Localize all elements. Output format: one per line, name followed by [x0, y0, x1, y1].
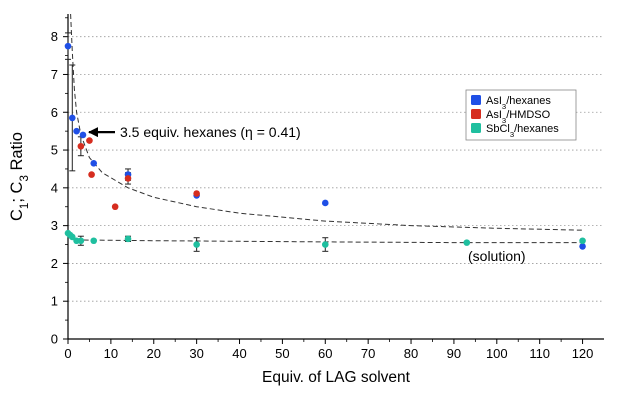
error-bars: [65, 32, 329, 252]
series-2-point: [90, 237, 98, 245]
y-tick-label: 5: [51, 143, 58, 158]
x-tick-label: 70: [361, 346, 375, 361]
x-tick-label: 110: [529, 346, 550, 361]
x-tick-label: 0: [64, 346, 71, 361]
series-0-point: [579, 243, 586, 250]
series-0-point: [73, 127, 80, 135]
annotations: 3.5 equiv. hexanes (η = 0.41) (solution): [88, 124, 526, 264]
x-tick-label: 20: [147, 346, 161, 361]
y-tick-label: 6: [51, 105, 58, 120]
x-tick-label: 120: [572, 346, 594, 361]
series-1-point: [124, 175, 132, 182]
series-0-point: [321, 199, 329, 207]
series-2-point: [124, 235, 132, 243]
x-tick-label: 40: [232, 346, 246, 361]
y-tick-label: 7: [51, 67, 58, 82]
x-tick-label: 90: [447, 346, 461, 361]
series-0-point: [90, 159, 98, 167]
y-tick-label: 3: [51, 218, 58, 233]
y-tick-label: 2: [51, 256, 58, 271]
series-1-point: [77, 142, 85, 150]
legend-box: [465, 89, 577, 141]
series-2-point: [463, 239, 471, 246]
series-0-point: [79, 131, 87, 139]
axes: 0 10 20 30 40 50 60 70 80 90 100 110 120 0 1 2 3 4 5 6 7 8: [51, 14, 604, 361]
legend-label: AsI3/hexanes: [486, 95, 551, 111]
legend-label: SbCl3/hexanes: [486, 123, 559, 139]
y-tick-label: 0: [51, 332, 58, 347]
series-2-point: [68, 233, 76, 241]
series-1-point: [193, 190, 200, 197]
x-tick-label: 80: [404, 346, 418, 361]
axis-labels: Equiv. of LAG solvent C1; C3 Ratio: [8, 132, 411, 386]
annotation-label: 3.5 equiv. hexanes (η = 0.41): [120, 124, 301, 140]
series-2-point: [77, 237, 85, 245]
legend-swatch: [471, 95, 481, 105]
legend-label: AsI3/HMDSO: [486, 109, 551, 125]
legend-swatch: [471, 109, 481, 119]
series-2-point: [193, 241, 200, 248]
y-axis-label: C1; C3 Ratio: [8, 132, 31, 221]
x-tick-label: 50: [275, 346, 289, 361]
series-0-point: [64, 42, 72, 50]
series-0-point: [68, 114, 76, 122]
x-tick-label: 10: [104, 346, 118, 361]
legend-swatch: [471, 123, 481, 133]
grid: [68, 36, 604, 302]
fit-curve: [70, 13, 583, 231]
series-2-point: [321, 241, 329, 248]
x-tick-label: 100: [486, 346, 508, 361]
annotation-label: (solution): [468, 248, 526, 264]
y-tick-label: 4: [51, 180, 58, 195]
series-1-point: [86, 137, 93, 144]
x-tick-label: 60: [318, 346, 332, 361]
series-1-point: [111, 203, 119, 211]
x-tick-label: 30: [189, 346, 203, 361]
series-1-point: [88, 171, 95, 178]
x-axis-label: Equiv. of LAG solvent: [262, 369, 411, 386]
series-2-point: [579, 237, 586, 245]
data-points: [64, 42, 586, 250]
y-tick-label: 8: [51, 29, 58, 44]
y-tick-label: 1: [51, 294, 58, 309]
